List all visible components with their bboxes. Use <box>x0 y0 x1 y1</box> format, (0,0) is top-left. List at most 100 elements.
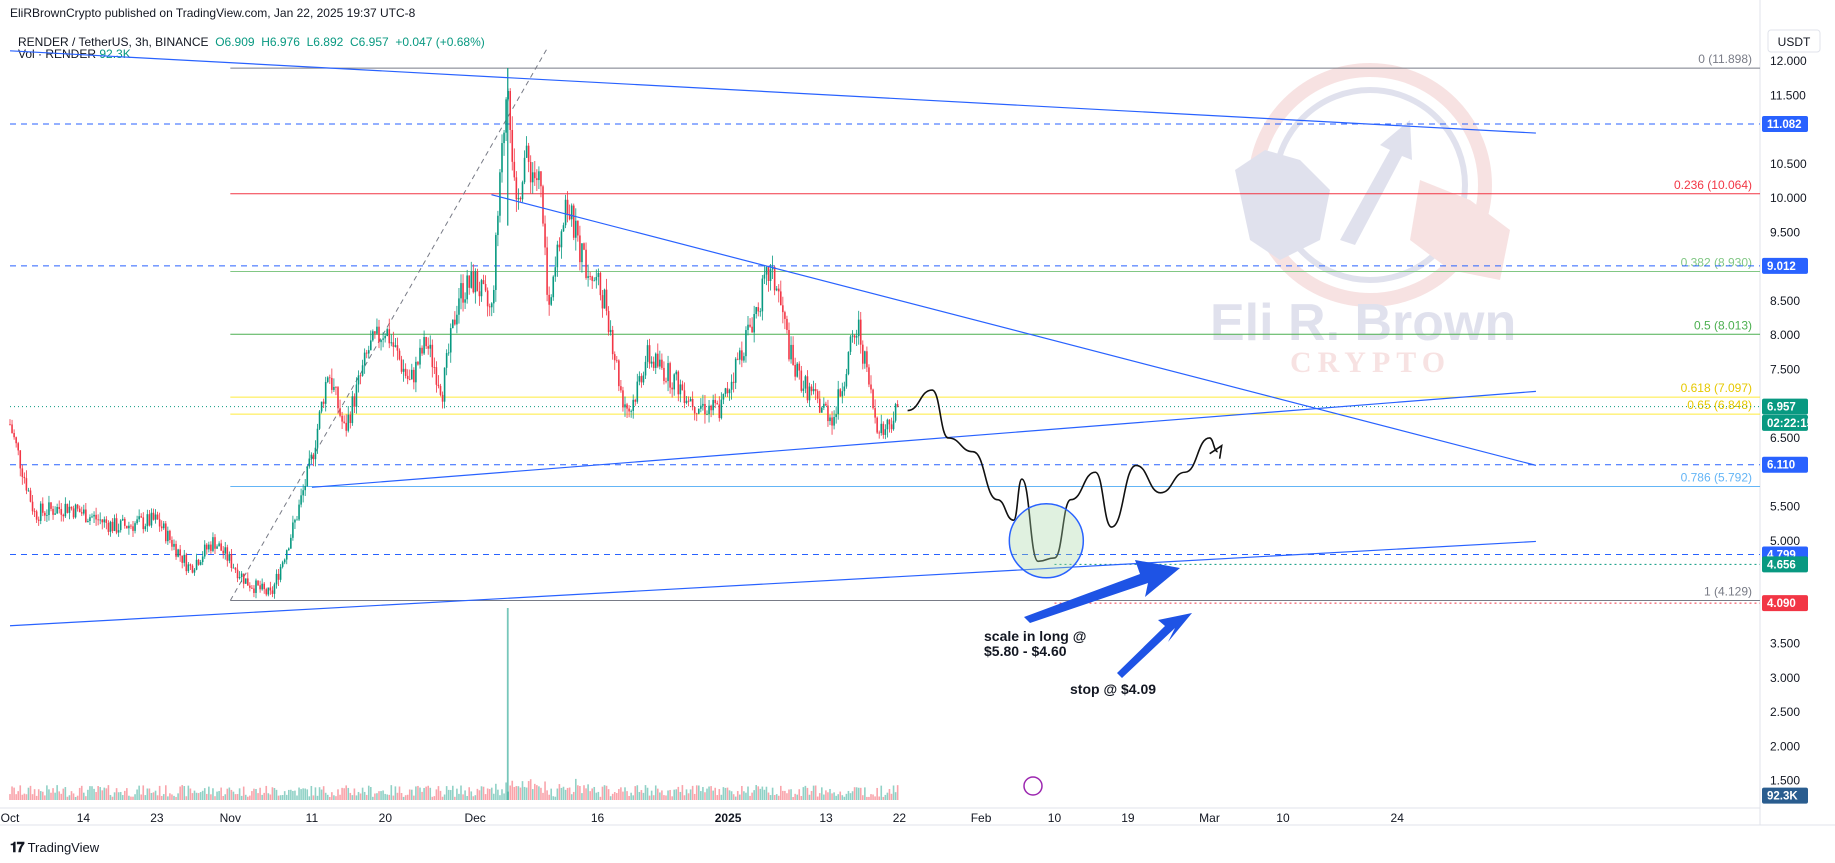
volume-bar <box>302 788 304 800</box>
candle-body <box>265 589 268 595</box>
candle-body <box>35 511 38 520</box>
trendline[interactable] <box>9 540 1536 627</box>
scale-in-arrow-icon[interactable] <box>1024 560 1180 623</box>
volume-bar <box>698 785 700 800</box>
candle-body <box>837 389 839 415</box>
time-tick-label: 19 <box>1121 811 1135 825</box>
volume-bar <box>880 785 883 800</box>
volume-bar <box>726 787 729 800</box>
candle-body <box>503 132 505 144</box>
candle-body <box>642 375 645 383</box>
volume-bar <box>413 795 415 800</box>
volume-bar <box>691 785 694 800</box>
candle-body <box>777 288 780 292</box>
candle-body <box>628 408 630 412</box>
candle-body <box>679 384 682 395</box>
volume-bar <box>58 791 60 800</box>
price-tick-label: 9.500 <box>1770 225 1800 239</box>
price-badge <box>1762 398 1808 415</box>
candle-body <box>425 337 427 347</box>
candle-body <box>542 186 544 224</box>
volume-bar <box>845 793 848 800</box>
candle-body <box>466 275 468 300</box>
volume-bar <box>382 790 384 800</box>
trendline[interactable] <box>491 194 1537 466</box>
volume-bar <box>167 796 169 800</box>
trendline[interactable] <box>311 390 1536 488</box>
candle-body <box>445 353 448 368</box>
candle-body <box>591 276 593 281</box>
volume-bar <box>70 791 73 800</box>
scale-in-label-line2: $5.80 - $4.60 <box>984 643 1067 659</box>
candle-body <box>890 424 893 430</box>
candle-body <box>880 423 883 434</box>
candle-body <box>712 399 714 411</box>
volume-bar <box>265 785 268 800</box>
candle-body <box>197 559 200 565</box>
candle-body <box>603 289 606 309</box>
volume-bar <box>749 795 751 800</box>
candle-body <box>46 515 48 516</box>
volume-bar <box>425 786 427 800</box>
candle-body <box>515 177 518 200</box>
volume-bar <box>525 787 528 800</box>
volume-bar <box>741 785 743 800</box>
candle-body <box>242 573 245 584</box>
volume-bar <box>392 795 395 800</box>
volume-bar <box>527 781 530 800</box>
volume-bar <box>318 787 321 800</box>
stop-arrow-icon[interactable] <box>1117 613 1192 678</box>
low-value: L6.892 <box>306 35 344 49</box>
volume-bar <box>650 790 653 800</box>
candle-body <box>808 386 811 401</box>
price-tick-label: 8.500 <box>1770 294 1800 308</box>
volume-bar <box>298 787 300 800</box>
candle-body <box>736 358 739 360</box>
volume-bar <box>359 793 362 800</box>
tradingview-footer[interactable]: 𝟏𝟕 TradingView <box>10 839 99 856</box>
volume-bar <box>636 785 639 800</box>
volume-bar <box>796 794 798 800</box>
symbol-label[interactable]: RENDER / TetherUS, 3h, BINANCE <box>18 35 209 49</box>
candle-body <box>646 345 649 362</box>
candle-body <box>167 530 169 542</box>
price-axis[interactable]: USDT 12.000 11.500 10.500 10.000 9.500 8.500 8.… <box>1767 29 1821 788</box>
volume-indicator-icon[interactable] <box>1023 776 1043 796</box>
volume-bar <box>273 787 276 800</box>
fib-level-label: 0.382 (8.930) <box>1681 255 1752 269</box>
volume-bar <box>101 790 104 800</box>
volume-bar <box>185 796 188 800</box>
candle-body <box>212 537 214 551</box>
volume-bar <box>374 793 376 800</box>
currency-button[interactable] <box>1767 29 1821 53</box>
candle-body <box>83 509 85 514</box>
volume-bar <box>562 786 565 800</box>
candle-body <box>814 388 817 392</box>
volume-bar <box>552 796 555 800</box>
time-axis[interactable]: Oct 14 23 Nov 11 20 Dec 16 2025 13 22 Feb 10 19 Mar 10 2… <box>1 811 1405 825</box>
candle-body <box>226 547 229 561</box>
volume-bar <box>470 791 473 800</box>
volume-bar <box>630 792 632 800</box>
volume-bar <box>341 787 343 800</box>
candle-body <box>488 306 491 308</box>
volume-bar <box>234 794 237 800</box>
volume-bar <box>150 792 153 800</box>
volume-bar <box>679 791 682 800</box>
volume-bar <box>396 792 399 800</box>
volume-bar <box>253 788 255 800</box>
candle-body <box>72 508 75 518</box>
volume-bar <box>357 791 360 800</box>
projection-path[interactable] <box>907 389 1218 563</box>
entry-zone-circle[interactable] <box>1008 503 1085 579</box>
price-tick-label: 2.000 <box>1770 739 1800 753</box>
trendline[interactable] <box>9 50 1536 134</box>
candle-body <box>177 549 179 557</box>
candle-body <box>490 303 493 308</box>
volume-bar <box>542 792 544 800</box>
candle-body <box>97 519 99 521</box>
volume-bar <box>550 788 552 800</box>
volume-bar <box>435 789 438 800</box>
volume-bar <box>83 792 85 800</box>
